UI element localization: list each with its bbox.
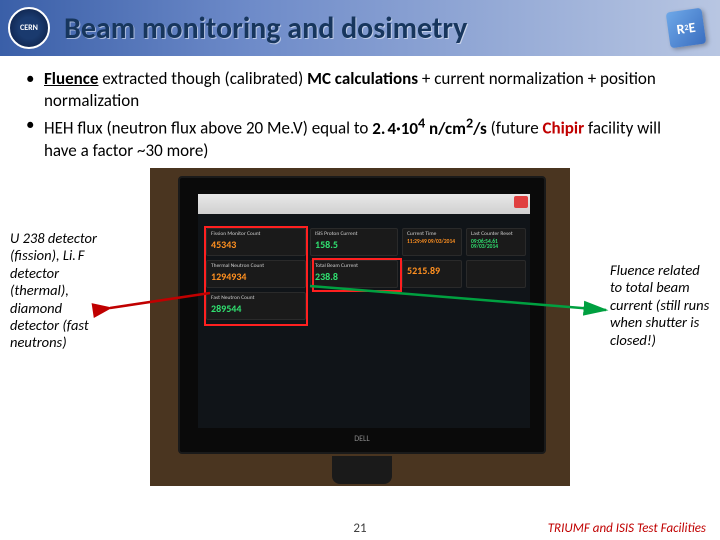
content-area: U 238 detector (fission), Li. F detector…: [0, 168, 720, 498]
monitor-photo: Fission Monitor Count45343ISIS Proton Cu…: [150, 168, 570, 486]
monitor-screen: Fission Monitor Count45343ISIS Proton Cu…: [198, 194, 530, 428]
monitor-brand: DELL: [354, 434, 370, 444]
readout-panel: Current Time11:29:49 09/03/2014: [402, 228, 462, 256]
left-annotation: U 238 detector (fission), Li. F detector…: [10, 230, 112, 352]
bullet-list: Fluence extracted though (calibrated) MC…: [0, 56, 720, 168]
readout-panel: Fission Monitor Count45343: [206, 228, 306, 256]
page-number: 21: [353, 521, 366, 536]
title-bar: CERN Beam monitoring and dosimetry R2E: [0, 0, 720, 56]
r2e-logo: R2E: [660, 2, 712, 54]
bullet-1: Fluence extracted though (calibrated) MC…: [44, 68, 690, 112]
footer-right: TRIUMF and ISIS Test Facilities: [548, 521, 706, 536]
readout-panel: ISIS Proton Current158.5: [310, 228, 398, 256]
close-icon: [514, 196, 528, 208]
r2e-box: R2E: [666, 8, 707, 49]
cern-logo: CERN: [8, 7, 50, 49]
readout-panel: [466, 260, 526, 288]
readout-panel: Total Beam Current238.8: [310, 260, 398, 288]
readout-panel: Thermal Neutron Count1294934: [206, 260, 306, 288]
slide-title: Beam monitoring and dosimetry: [64, 10, 467, 47]
monitor-stand: [332, 456, 392, 484]
monitor-bezel: Fission Monitor Count45343ISIS Proton Cu…: [178, 176, 546, 454]
footer: 21 TRIUMF and ISIS Test Facilities: [0, 516, 720, 540]
right-annotation: Fluence related to total beam current (s…: [610, 262, 712, 349]
readout-panel: 5215.89: [402, 260, 462, 288]
readout-panel: Fast Neutron Count289544: [206, 292, 306, 320]
window-frame: [198, 194, 530, 214]
readout-grid: Fission Monitor Count45343ISIS Proton Cu…: [206, 228, 522, 320]
readout-panel: Last Counter Reset09:06:54.61 09/03/2014: [466, 228, 526, 256]
bullet-2: HEH flux (neutron flux above 20 Me.V) eq…: [44, 114, 690, 162]
